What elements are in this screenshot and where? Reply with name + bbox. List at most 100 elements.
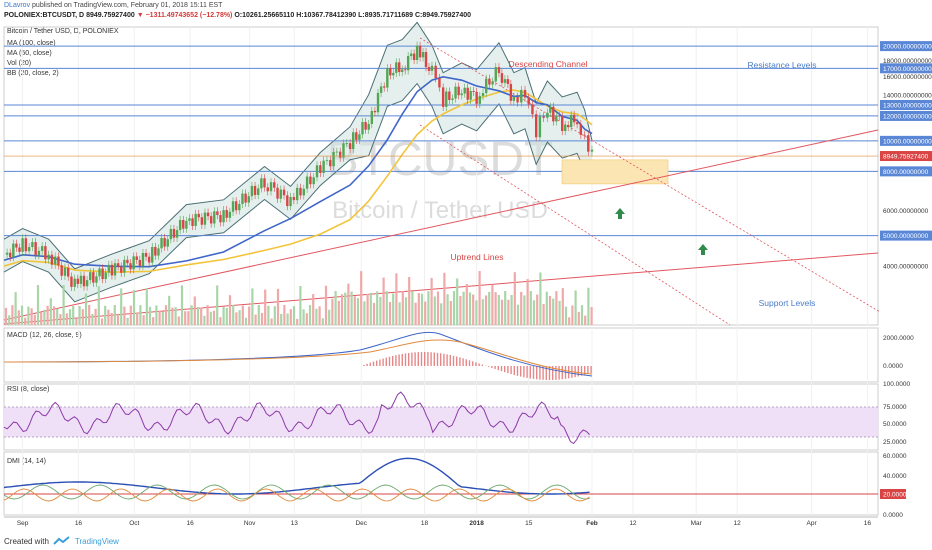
macd-tick-label: 2000.0000 (883, 335, 914, 342)
volume-bar (78, 306, 81, 325)
volume-bar (590, 307, 593, 325)
candle-body (309, 176, 312, 185)
volume-bar (225, 307, 228, 325)
macd-bar (513, 366, 515, 376)
candle-body (66, 267, 70, 277)
y-tick-label: 6000.00000000 (883, 208, 929, 215)
candle-body (332, 152, 335, 167)
dmi-label[interactable]: DMI (14, 14) (7, 458, 46, 465)
volume-bar (286, 313, 289, 325)
volume-bar (267, 305, 270, 325)
volume-bar (219, 317, 222, 325)
candle-body (572, 114, 576, 123)
candle-body (203, 212, 207, 225)
macd-bar (542, 366, 544, 380)
volume-bar (222, 306, 225, 325)
macd-bar (385, 357, 387, 366)
candle-body (135, 256, 138, 260)
candle-body (175, 230, 179, 238)
candle-body (564, 124, 567, 132)
author-link[interactable]: DLavrov (4, 2, 31, 9)
candle-body (457, 86, 460, 96)
macd-bar (408, 352, 410, 366)
volume-bar (395, 273, 398, 325)
level-badge (880, 135, 932, 146)
level-badge-label: 10000.00000000 (883, 138, 932, 145)
macd-bar (568, 366, 570, 379)
volume-bar (513, 272, 516, 325)
volume-bar (68, 309, 72, 325)
volume-bar (56, 308, 59, 325)
candle-body (5, 252, 9, 255)
volume-bar (571, 305, 574, 325)
macd-bar (379, 359, 381, 366)
level-badge (880, 63, 932, 74)
macd-bar (376, 360, 378, 366)
candle-body (147, 256, 151, 263)
volume-bar (520, 291, 523, 325)
volume-bar (235, 312, 238, 325)
candle-body (448, 91, 451, 100)
volume-bar (241, 305, 244, 325)
dmi-tick-label: 0.0000 (883, 512, 903, 519)
macd-bar (587, 366, 589, 374)
legend-bb[interactable]: BB (20, close, 2) (7, 70, 59, 77)
volume-bar (161, 311, 164, 325)
up-arrow-icon (698, 244, 708, 255)
dmi-tick-label: 40.0000 (883, 473, 907, 480)
volume-bar (312, 294, 315, 325)
macd-bar (420, 352, 423, 366)
bollinger-upper (3, 21, 593, 270)
volume-bar (171, 307, 174, 325)
volume-bar (116, 314, 120, 325)
candle-body (460, 93, 463, 96)
volume-bar (4, 307, 8, 325)
volume-bar (289, 309, 292, 325)
volume-bar (388, 302, 392, 325)
level-badge-label: 13000.00000000 (883, 102, 932, 109)
candle-body (209, 216, 213, 224)
volume-bar (420, 293, 424, 325)
candle-body (558, 115, 561, 117)
tradingview-brand[interactable]: TradingView (74, 536, 119, 546)
volume-bar (404, 297, 408, 325)
macd-label[interactable]: MACD (12, 26, close, 9) (7, 332, 82, 339)
legend-ma100[interactable]: MA (100, close) (7, 40, 56, 47)
candle-body (546, 112, 549, 118)
adx-line (3, 457, 590, 495)
level-badge-label: 12000.00000000 (883, 113, 932, 120)
volume-bar (542, 304, 545, 325)
candle-body (516, 96, 519, 103)
candle-body (188, 218, 191, 221)
candle-body (538, 116, 542, 138)
candle-body (292, 196, 296, 201)
candle-body (282, 189, 286, 196)
volume-bar (308, 305, 312, 325)
volume-bar (536, 294, 539, 325)
volume-bar (139, 305, 142, 325)
rsi-label[interactable]: RSI (8, close) (7, 386, 50, 393)
level-badge (880, 41, 932, 52)
volume-bar (398, 302, 401, 325)
macd-bar (392, 355, 394, 366)
volume-bar (142, 315, 145, 325)
x-tick-label: 2018 (469, 520, 484, 527)
candle-body (412, 53, 416, 60)
candle-body (157, 248, 160, 256)
macd-bar (574, 366, 576, 378)
volume-bar (94, 308, 97, 325)
volume-bar (331, 298, 334, 325)
annotation-descending: Descending Channel (509, 59, 588, 69)
uptrend-line-steep (3, 129, 879, 321)
legend-ma50[interactable]: MA (50, close) (7, 50, 52, 57)
volume-bar (27, 306, 30, 325)
candle-body (234, 201, 238, 211)
volume-bar (36, 285, 40, 325)
macd-bar (411, 352, 413, 366)
x-tick-label: Apr (807, 520, 818, 527)
dmi-threshold-label: 20.0000 (883, 492, 907, 499)
legend-vol[interactable]: Vol (20) (7, 60, 32, 67)
candle-body (451, 98, 454, 100)
volume-bar (443, 272, 446, 325)
